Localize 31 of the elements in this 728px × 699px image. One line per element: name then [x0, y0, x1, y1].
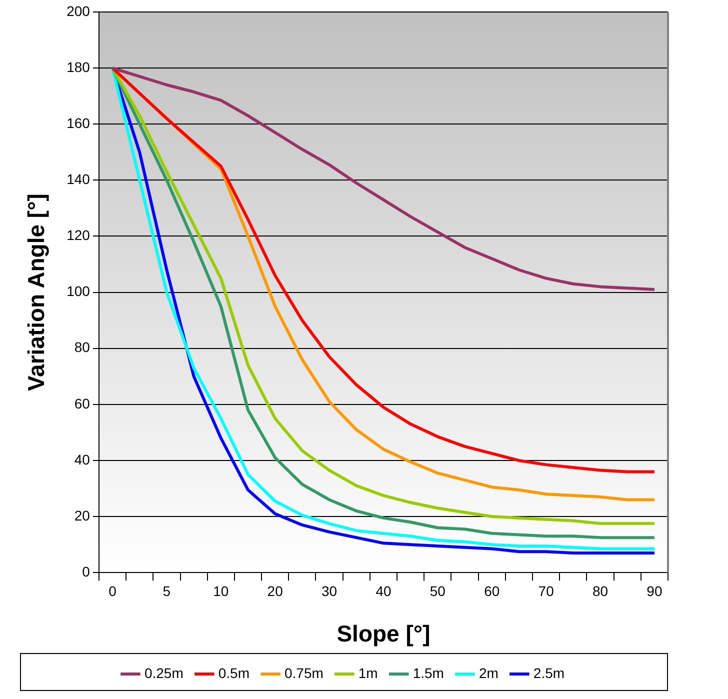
legend-label: 1m — [358, 664, 378, 681]
x-tick-label: 5 — [162, 582, 171, 599]
x-tick-label: 80 — [592, 582, 608, 599]
x-tick-label: 50 — [430, 582, 446, 599]
y-tick-label: 120 — [66, 227, 90, 244]
y-tick-label: 160 — [66, 114, 90, 131]
y-tick-label: 0 — [82, 563, 90, 580]
legend-label: 2.5m — [533, 664, 565, 681]
y-axis-title: Variation Angle [°] — [23, 194, 50, 392]
x-axis-title: Slope [°] — [336, 620, 430, 647]
legend-label: 0.75m — [284, 664, 324, 681]
y-tick-label: 60 — [74, 395, 90, 412]
x-tick-label: 0 — [108, 582, 117, 599]
y-tick-label: 200 — [66, 2, 90, 19]
y-tick-label: 80 — [74, 339, 90, 356]
legend-label: 0.5m — [218, 664, 250, 681]
y-tick-label: 180 — [66, 58, 90, 75]
x-tick-label: 60 — [484, 582, 500, 599]
x-tick-label: 20 — [267, 582, 284, 599]
y-tick-label: 20 — [74, 507, 90, 524]
x-tick-label: 70 — [538, 582, 554, 599]
y-tick-label: 40 — [74, 451, 90, 468]
y-tick-label: 100 — [66, 283, 90, 300]
legend-label: 1.5m — [412, 664, 444, 681]
legend-label: 2m — [478, 664, 498, 681]
y-tick-label: 140 — [66, 171, 90, 188]
legend-label: 0.25m — [144, 664, 184, 681]
x-tick-label: 10 — [213, 582, 229, 599]
x-tick-label: 40 — [376, 582, 392, 599]
x-tick-label: 30 — [321, 582, 338, 599]
x-tick-label: 90 — [646, 582, 662, 599]
